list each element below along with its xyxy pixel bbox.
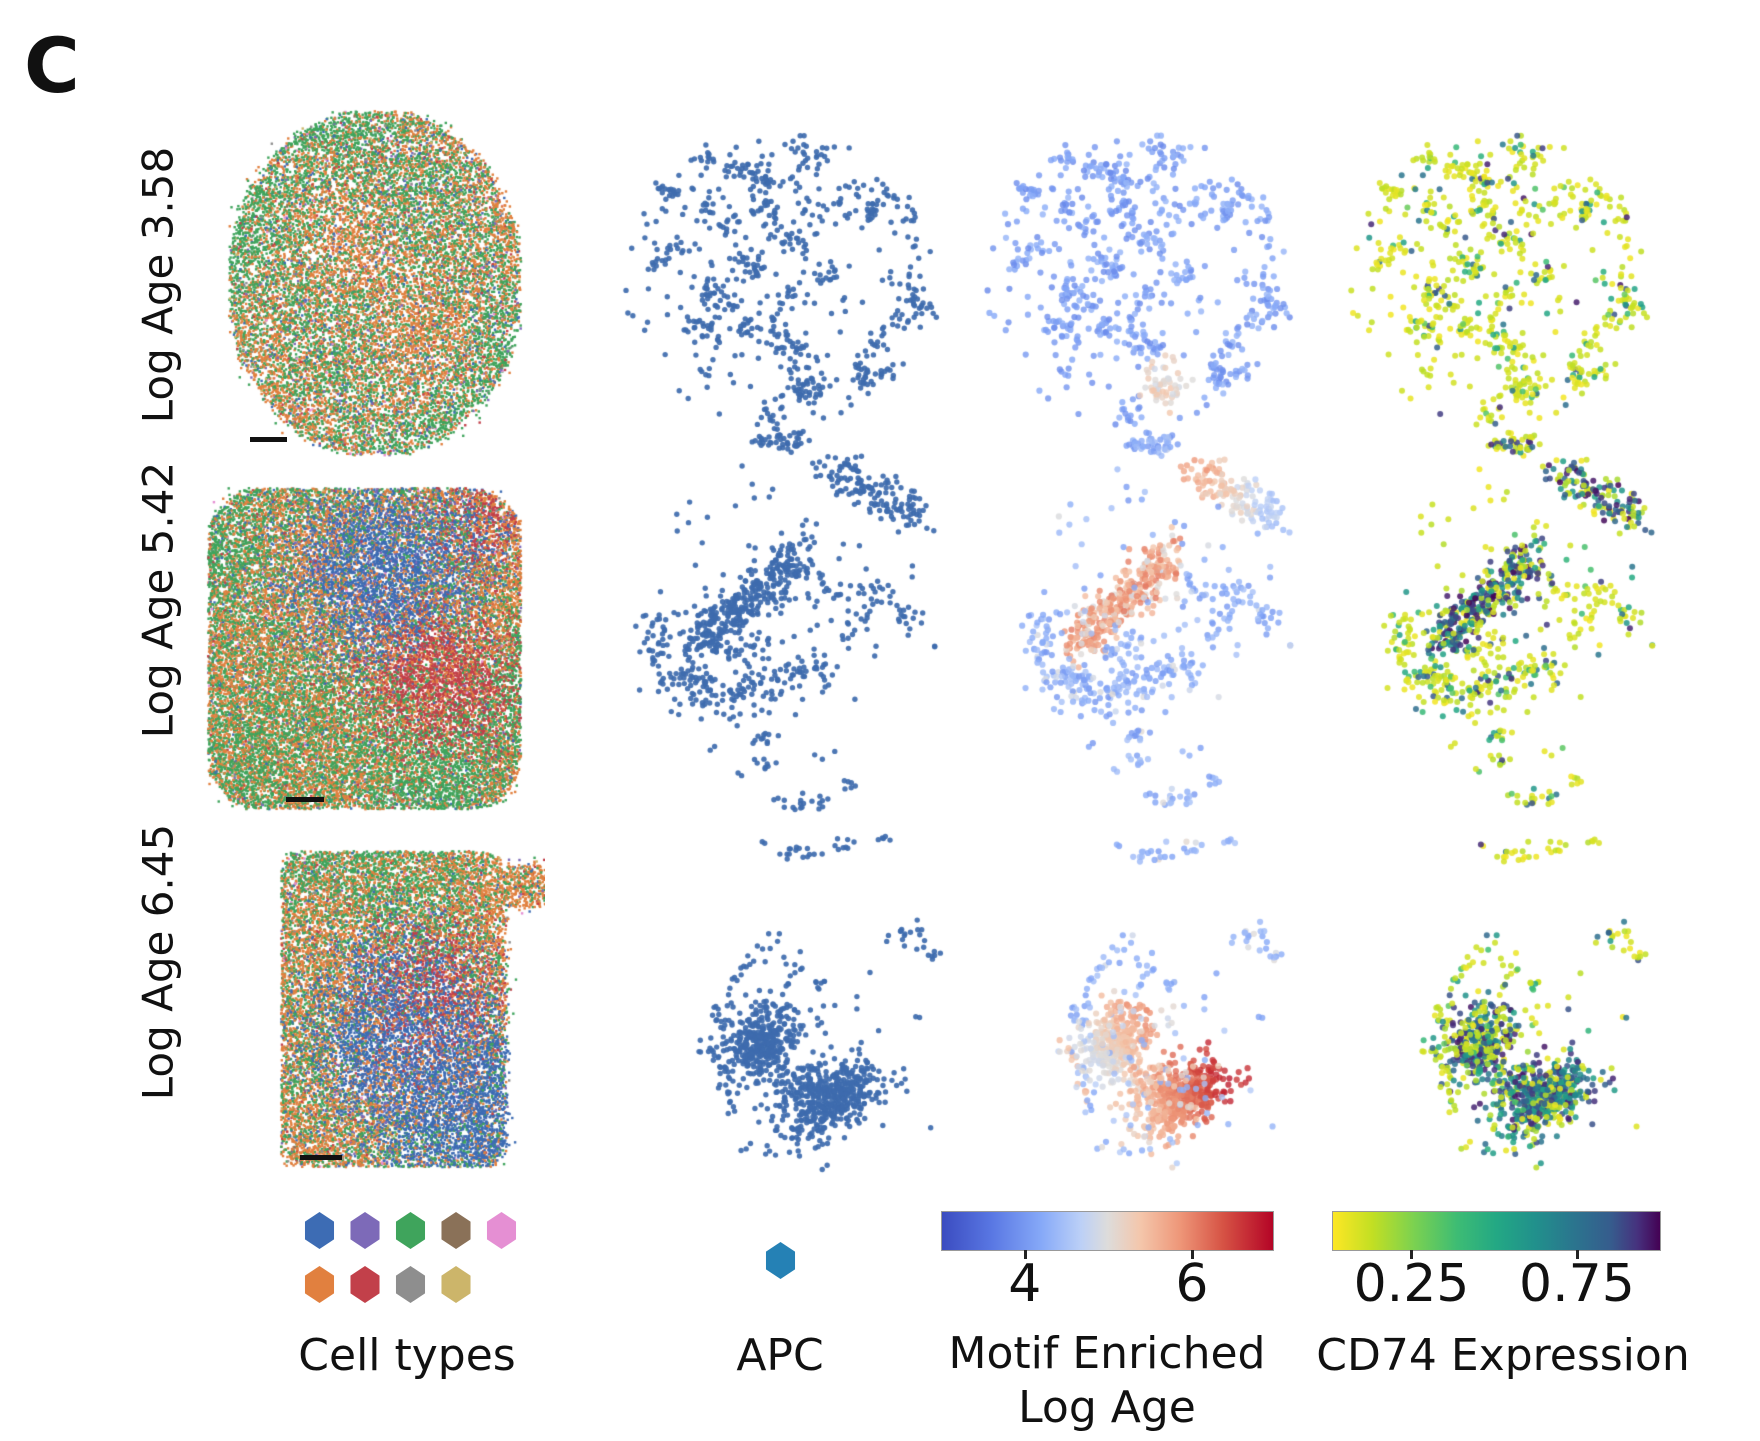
cd74-colorbar: 0.25 0.75 <box>1332 1211 1661 1314</box>
motif-scatter-row2 <box>953 425 1337 870</box>
apc-legend-swatch <box>765 1242 796 1279</box>
cell-type-swatch-7 <box>350 1266 380 1303</box>
col-label-cd74: CD74 Expression <box>1316 1330 1690 1381</box>
colorbar-tick-label: 4 <box>1008 1254 1042 1314</box>
scalebar-row3 <box>300 1155 342 1160</box>
colorbar-tick-label: 6 <box>1175 1254 1209 1314</box>
cell-type-swatch-4 <box>441 1212 471 1249</box>
cell-type-swatch-8 <box>395 1266 426 1303</box>
colorbar-tick <box>1410 1250 1414 1259</box>
col-label-apc: APC <box>736 1330 824 1381</box>
colorbar-tick <box>1190 1250 1194 1259</box>
scalebar-row1 <box>250 437 287 442</box>
motif-scatter-row1 <box>953 95 1337 457</box>
colorbar-tick <box>1023 1250 1027 1259</box>
apc-scatter-row3 <box>588 820 972 1177</box>
row-label-logage-5-42: Log Age 5.42 <box>133 461 183 739</box>
cell-type-swatch-1 <box>304 1212 335 1249</box>
col-label-motif-line2: Log Age <box>1018 1382 1196 1433</box>
cd74-scatter-row2 <box>1318 425 1702 870</box>
cell-type-swatch-5 <box>486 1212 517 1249</box>
scalebar-row2 <box>286 797 324 802</box>
celltypes-scatter-row3 <box>193 820 545 1177</box>
cd74-scatter-row1 <box>1318 95 1702 457</box>
col-label-cell-types: Cell types <box>298 1330 516 1381</box>
colorbar-tick-label: 0.25 <box>1353 1254 1470 1314</box>
apc-scatter-row1 <box>588 95 972 457</box>
row-label-logage-3-58: Log Age 3.58 <box>133 146 183 424</box>
motif-scatter-row3 <box>953 820 1337 1177</box>
cell-type-swatch-6 <box>304 1266 335 1303</box>
row-label-logage-6-45: Log Age 6.45 <box>133 823 183 1101</box>
celltypes-scatter-row1 <box>193 95 545 457</box>
colorbar-tick-label: 0.75 <box>1519 1254 1635 1314</box>
celltypes-scatter-row2 <box>193 425 545 870</box>
cell-type-legend <box>303 1212 523 1304</box>
apc-scatter-row2 <box>588 425 972 870</box>
col-label-motif-line1: Motif Enriched <box>948 1328 1266 1379</box>
colorbar-tick <box>1575 1250 1579 1259</box>
cell-type-swatch-2 <box>350 1212 380 1249</box>
panel-label: C <box>24 21 80 110</box>
cell-type-swatch-3 <box>395 1212 426 1249</box>
cd74-scatter-row3 <box>1318 820 1702 1177</box>
cell-type-swatch-9 <box>441 1266 471 1303</box>
